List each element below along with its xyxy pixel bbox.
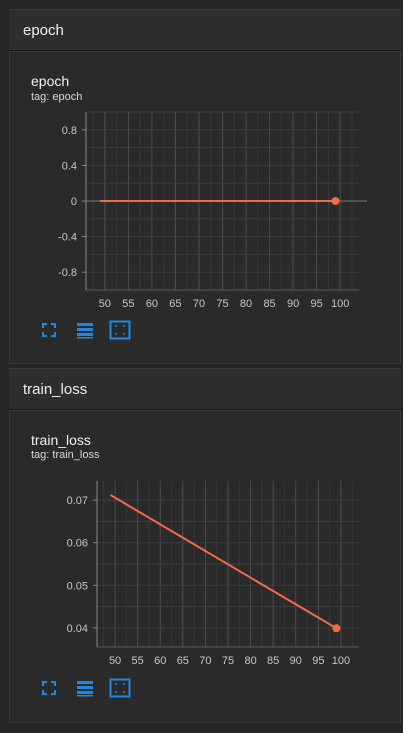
- x-tick-label: 80: [240, 298, 252, 310]
- x-tick-label: 70: [199, 655, 211, 667]
- fullscreen-button[interactable]: [39, 678, 59, 698]
- fit-domain-icon: [109, 320, 131, 340]
- card-tag: tag: epoch: [31, 91, 83, 103]
- x-tick-label: 50: [99, 298, 111, 310]
- x-tick-label: 65: [177, 655, 189, 667]
- data-point[interactable]: [331, 197, 340, 205]
- y-tick-label: -0.4: [58, 232, 77, 244]
- y-tick-label: 0.07: [67, 495, 88, 507]
- x-tick-label: 95: [311, 298, 323, 310]
- data-table-button[interactable]: [75, 678, 95, 698]
- card-title: train_loss: [31, 432, 91, 448]
- card-tag: tag: train_loss: [31, 449, 100, 461]
- x-tick-label: 75: [222, 655, 234, 667]
- x-tick-label: 100: [331, 298, 349, 310]
- fullscreen-button[interactable]: [39, 320, 59, 340]
- section-title: epoch: [23, 22, 64, 39]
- y-tick-label: 0: [71, 196, 77, 208]
- section-header-epoch[interactable]: epoch: [9, 9, 401, 51]
- card-title: epoch: [31, 73, 70, 89]
- line-chart-train-loss[interactable]: 0.07 0.06 0.05 0.04 50 55 60 65 70 75 80 85 90 95 100: [10, 411, 400, 724]
- y-tick-label: 0.4: [62, 160, 77, 172]
- x-tick-label: 75: [216, 298, 228, 310]
- fit-domain-button[interactable]: [109, 320, 131, 340]
- chart-toolbar: [39, 678, 139, 698]
- x-tick-label: 60: [146, 298, 158, 310]
- x-tick-label: 50: [109, 655, 121, 667]
- x-tick-label: 70: [193, 298, 205, 310]
- x-tick-label: 95: [312, 655, 324, 667]
- x-tick-label: 60: [154, 655, 166, 667]
- fullscreen-icon: [42, 681, 56, 695]
- x-tick-label: 65: [169, 298, 181, 310]
- data-point[interactable]: [332, 624, 341, 633]
- y-tick-label: 0.06: [67, 538, 88, 550]
- x-tick-label: 100: [332, 655, 350, 667]
- chart-card-epoch: epoch tag: epoch 0.8 0.4 0 -0.4 -0.8 50 55 60 65…: [9, 51, 401, 364]
- x-tick-label: 85: [263, 298, 275, 310]
- y-tick-label: 0.04: [67, 623, 88, 635]
- x-tick-label: 90: [290, 655, 302, 667]
- chart-card-train-loss: train_loss tag: train_loss 0.07 0.06 0.05 0…: [9, 410, 401, 723]
- data-table-icon: [77, 681, 93, 697]
- y-tick-label: -0.8: [58, 267, 77, 279]
- chart-toolbar: [39, 320, 139, 340]
- series-line: [110, 494, 337, 630]
- fullscreen-icon: [42, 323, 56, 337]
- y-tick-label: 0.05: [67, 580, 88, 592]
- data-table-icon: [77, 323, 93, 339]
- x-tick-label: 55: [122, 298, 134, 310]
- section-header-train-loss[interactable]: train_loss: [9, 368, 401, 410]
- y-tick-label: 0.8: [62, 125, 77, 137]
- x-tick-label: 80: [244, 655, 256, 667]
- section-title: train_loss: [23, 381, 88, 398]
- line-chart-epoch[interactable]: 0.8 0.4 0 -0.4 -0.8 50 55 60 65 70 75 80 85 90 95 100: [10, 52, 400, 365]
- x-tick-label: 55: [132, 655, 144, 667]
- fit-domain-icon: [109, 678, 131, 698]
- x-tick-label: 85: [267, 655, 279, 667]
- x-tick-label: 90: [287, 298, 299, 310]
- fit-domain-button[interactable]: [109, 678, 131, 698]
- data-table-button[interactable]: [75, 320, 95, 340]
